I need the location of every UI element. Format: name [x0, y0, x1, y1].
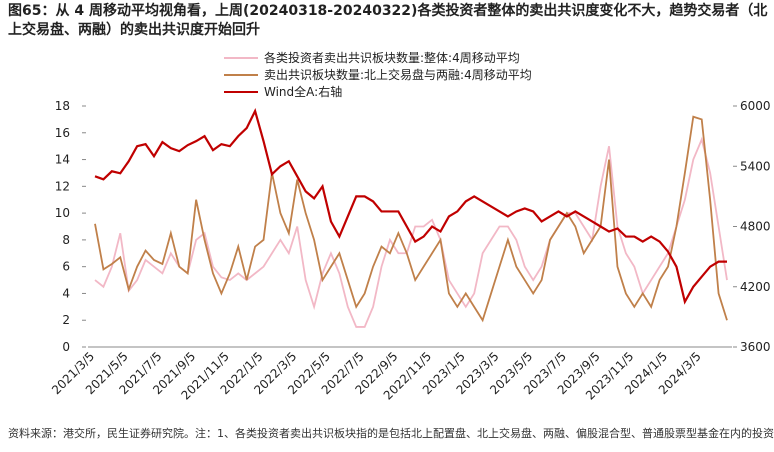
- y-tick-label: 6: [62, 260, 70, 274]
- legend-label: 卖出共识板块数量:北上交易盘与两融:4周移动平均: [264, 67, 532, 82]
- note: 资料来源：港交所，民生证券研究院。注：1、各类投资者卖出共识板块指的是包括北上配…: [8, 427, 774, 440]
- y2-tick-label: 6000: [740, 99, 771, 113]
- y-tick-label: 4: [62, 286, 70, 300]
- series-line: [94, 136, 728, 328]
- y2-tick-label: 5400: [740, 159, 771, 173]
- y2-tick-label: 4200: [740, 280, 771, 294]
- y2-tick-label: 4800: [740, 220, 771, 234]
- y-tick-label: 8: [62, 233, 70, 247]
- y2-tick-label: 3600: [740, 340, 771, 354]
- legend-label: Wind全A:右轴: [264, 84, 342, 99]
- chart-title: 图65：从 4 周移动平均视角看，上周(20240318-20240322)各类…: [8, 3, 768, 38]
- y-tick-label: 12: [55, 179, 70, 193]
- y-tick-label: 18: [55, 99, 70, 113]
- series-line: [94, 115, 728, 323]
- y-tick-label: 16: [55, 126, 70, 140]
- y-tick-label: 2: [62, 313, 70, 327]
- y-tick-label: 14: [55, 153, 70, 167]
- y-tick-label: 10: [55, 206, 70, 220]
- y-tick-label: 0: [62, 340, 70, 354]
- legend-label: 各类投资者卖出共识板块数量:整体:4周移动平均: [264, 50, 520, 65]
- series-line: [94, 107, 727, 305]
